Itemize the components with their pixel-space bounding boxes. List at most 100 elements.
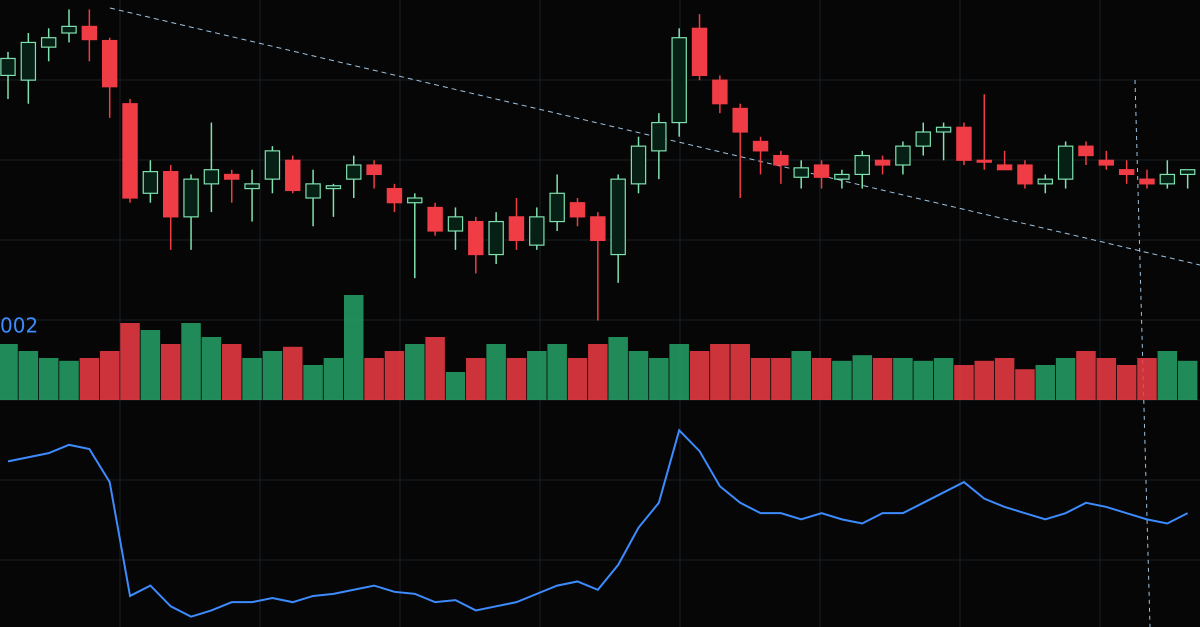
volume-bar (282, 346, 303, 400)
candle-body (407, 197, 423, 204)
volume-bar (99, 351, 120, 400)
volume-bar (649, 358, 669, 400)
candle-body (427, 206, 443, 232)
volume-bar (913, 360, 934, 400)
volume-bar (323, 358, 344, 400)
candle-body (529, 216, 545, 246)
volume-bar (1177, 360, 1198, 400)
candle-body (651, 121, 667, 152)
candle-body (122, 103, 138, 199)
candle-body (386, 187, 403, 204)
volume-bar (0, 344, 18, 400)
volume-bar (852, 355, 872, 400)
candle-body (366, 164, 382, 176)
volume-bar (344, 295, 364, 400)
candle-body (895, 145, 911, 166)
candle-body (813, 164, 830, 178)
volume-bar (79, 358, 100, 400)
candle-body (793, 167, 809, 178)
volume-bar (384, 351, 405, 400)
volume-bar (628, 351, 649, 400)
candle-body (1017, 164, 1033, 185)
volume-bar (1076, 351, 1096, 400)
volume-bar (405, 344, 425, 400)
candle-body (1037, 178, 1054, 185)
candle-body (1139, 178, 1155, 185)
candle-body (0, 57, 16, 77)
candle-body (447, 216, 464, 232)
candle-body (569, 202, 586, 218)
volume-bar (791, 351, 811, 400)
volume-bar (872, 358, 893, 400)
candle-body (956, 126, 972, 161)
candle-body (264, 150, 281, 180)
volume-bar (466, 358, 486, 400)
candle-body (590, 216, 606, 242)
volume-bar (38, 358, 59, 400)
volume-bar (710, 344, 730, 400)
volume-bar (730, 344, 750, 400)
volume-bar (486, 344, 506, 400)
candle-body (325, 185, 342, 190)
volume-bar (811, 358, 832, 400)
candle-body (935, 126, 952, 133)
candle-body (1057, 145, 1074, 180)
volume-bar (140, 330, 161, 400)
candle-body (915, 131, 931, 147)
candle-body (671, 37, 687, 124)
plot (0, 9, 1198, 618)
candle-body (1159, 173, 1176, 185)
indicator-line (7, 428, 1189, 618)
volume-bar (1096, 358, 1117, 400)
candle-body (773, 154, 789, 166)
volume-bar (1157, 351, 1178, 400)
candle-body (183, 178, 199, 218)
candle-body (630, 145, 647, 185)
candle-body (61, 25, 77, 34)
volume-bar (425, 337, 445, 400)
candle-body (203, 169, 220, 185)
volume-bar (608, 337, 628, 400)
candle-body (81, 25, 98, 41)
candle-body (752, 140, 769, 152)
volume-bar (689, 351, 710, 400)
candle-body (40, 37, 57, 48)
candle-body (142, 171, 159, 194)
volume-bar (933, 358, 954, 400)
volume-bar (18, 351, 39, 400)
candle-body (732, 107, 748, 133)
candle-body (162, 171, 179, 218)
candle-body (996, 164, 1013, 171)
volume-bar (1055, 358, 1076, 400)
candle-body (874, 159, 891, 166)
volume-bar (1137, 358, 1157, 400)
candle-body (285, 159, 301, 192)
volume-bar (832, 360, 852, 400)
volume-bar (527, 351, 547, 400)
volume-bar (181, 323, 201, 400)
volume-bar (974, 360, 995, 400)
volume-bar (1116, 365, 1137, 400)
candle-body (346, 164, 362, 180)
volume-bar (364, 358, 384, 400)
candle-body (976, 159, 992, 163)
candle-body (1179, 169, 1196, 176)
candle-body (1098, 159, 1115, 166)
candle-body (488, 220, 504, 256)
candle-body (834, 173, 850, 180)
volume-bar (242, 358, 262, 400)
candle-body (508, 216, 525, 242)
volume-bar (160, 344, 181, 400)
volume-bar (669, 344, 689, 400)
candle-body (712, 79, 728, 105)
candle-body (224, 173, 240, 180)
candle-body (1118, 169, 1135, 176)
candle-body (20, 41, 37, 81)
candle-body (610, 178, 626, 256)
volume-bar (1015, 369, 1035, 400)
volume-bar (262, 351, 283, 400)
indicator-label: 002 (0, 314, 38, 338)
volume-bar (893, 358, 913, 400)
